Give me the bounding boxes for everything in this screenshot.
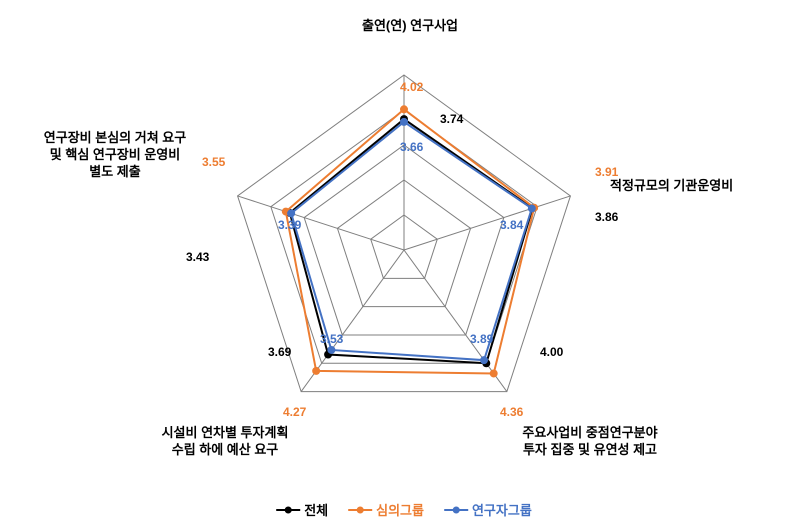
legend-label-2: 연구자그룹 (472, 500, 532, 519)
value-label: 4.00 (540, 345, 563, 359)
value-label: 3.89 (470, 332, 493, 346)
value-label: 3.84 (500, 218, 523, 232)
legend-item-1: 심의그룹 (348, 500, 424, 519)
value-label: 3.53 (320, 332, 343, 346)
axis-label-4: 연구장비 본심의 거쳐 요구및 핵심 연구장비 운영비별도 제출 (20, 130, 210, 181)
axis-label-0: 출연(연) 연구사업 (340, 18, 480, 35)
value-label: 3.69 (268, 345, 291, 359)
value-label: 3.66 (400, 140, 423, 154)
legend-label-1: 심의그룹 (376, 500, 424, 519)
value-label: 4.36 (500, 405, 523, 419)
value-label: 3.91 (595, 165, 618, 179)
radar-chart: 출연(연) 연구사업 적정규모의 기관운영비 주요사업비 중점연구분야투자 집중… (0, 0, 808, 529)
legend-item-0: 전체 (276, 500, 328, 519)
legend-label-0: 전체 (304, 500, 328, 519)
axis-label-2: 주요사업비 중점연구분야투자 집중 및 유연성 제고 (490, 425, 690, 459)
legend: 전체 심의그룹 연구자그룹 (276, 500, 532, 519)
axis-label-3: 시설비 연차별 투자계획수립 하에 예산 요구 (125, 425, 325, 459)
value-label: 4.02 (400, 80, 423, 94)
value-label: 4.27 (283, 405, 306, 419)
legend-item-2: 연구자그룹 (444, 500, 532, 519)
value-label: 3.43 (186, 250, 209, 264)
value-label: 3.39 (278, 218, 301, 232)
axis-label-1: 적정규모의 기관운영비 (610, 178, 780, 195)
value-label: 3.74 (440, 112, 463, 126)
value-label: 3.86 (595, 210, 618, 224)
value-label: 3.55 (202, 155, 225, 169)
